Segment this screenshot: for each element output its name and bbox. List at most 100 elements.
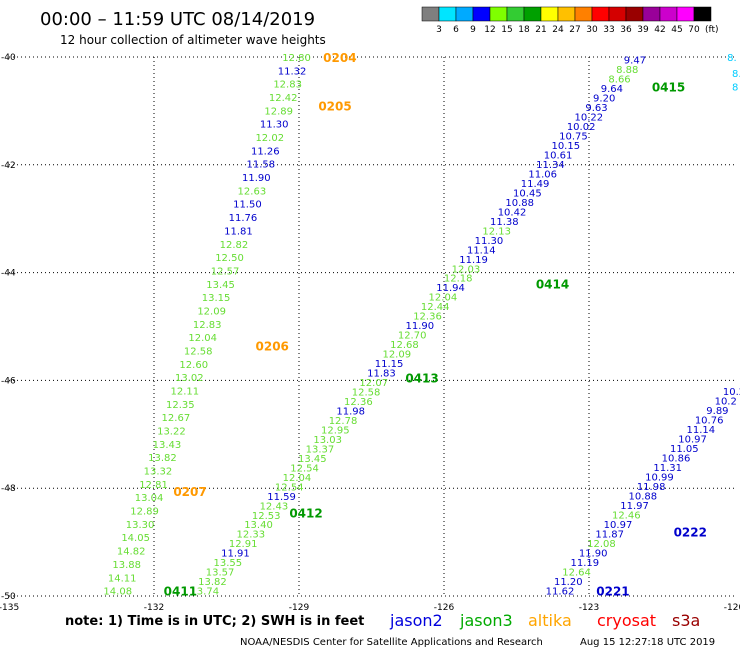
wave-height-value: 11.06	[528, 169, 557, 180]
wave-height-value: 10.97	[604, 520, 633, 531]
colorbar-swatch	[591, 6, 610, 22]
wave-height-value: 12.60	[179, 360, 208, 371]
wave-height-value: 12.33	[237, 530, 266, 541]
wave-height-value: 8.	[732, 69, 740, 80]
wave-height-value: 12.83	[273, 80, 302, 91]
colorbar-swatch	[455, 6, 474, 22]
wave-height-value: 11.19	[571, 558, 600, 569]
wave-height-value: 13.37	[306, 444, 335, 455]
wave-height-value: 12.18	[444, 274, 473, 285]
wave-height-value: 12.57	[211, 266, 240, 277]
colorbar-swatch	[608, 6, 627, 22]
lat-tick-label: -44	[1, 269, 16, 279]
wave-height-value: 12.89	[130, 507, 159, 518]
wave-height-value: 13.82	[148, 453, 177, 464]
wave-height-value: 13.55	[213, 558, 242, 569]
pass-time-label: 0412	[289, 506, 322, 520]
wave-height-value: 9.20	[593, 94, 615, 105]
wave-height-value: 12.81	[139, 480, 168, 491]
wave-height-value: 12.82	[220, 240, 249, 251]
colorbar-swatch	[472, 6, 491, 22]
figure-subtitle: 12 hour collection of altimeter wave hei…	[60, 33, 326, 47]
colorbar-tick-label: 21	[535, 25, 546, 35]
colorbar-swatch	[438, 6, 457, 22]
wave-height-value: 12.02	[255, 133, 284, 144]
colorbar-legend: 3 6 9 12 15 18 21 24 27 30 33 36 39 42 45 70	[421, 6, 712, 35]
colorbar-swatch	[523, 6, 542, 22]
wave-height-value: 11.91	[221, 549, 250, 560]
wave-height-value: 12.04	[188, 333, 217, 344]
wave-height-value: 11.20	[554, 577, 583, 588]
wave-height-value: 12.58	[352, 388, 381, 399]
wave-height-value: 12.53	[252, 511, 281, 522]
wave-height-value: 10.88	[629, 492, 658, 503]
wave-height-value: 12.95	[321, 425, 350, 436]
wave-height-value: 12.91	[229, 539, 258, 550]
wave-height-value: 11.98	[637, 482, 666, 493]
wave-height-value: 11.49	[521, 179, 550, 190]
colorbar-tick-label: 18	[518, 25, 530, 35]
wave-height-value: 11.50	[233, 200, 262, 211]
wave-height-value: 8.88	[616, 65, 638, 76]
footer-note: note: 1) Time is in UTC; 2) SWH is in fe…	[65, 614, 364, 629]
colorbar-swatch	[574, 6, 593, 22]
wave-height-value: 12.63	[238, 186, 267, 197]
colorbar-tick-label: 39	[637, 25, 649, 35]
wave-height-value: 11.31	[653, 463, 682, 474]
wave-height-value: 10.99	[645, 473, 674, 484]
wave-height-value: 9.63	[585, 103, 607, 114]
wave-height-value: 14.11	[108, 573, 137, 584]
wave-height-value: 13.57	[206, 568, 235, 579]
lon-tick-label: -123	[579, 603, 599, 613]
wave-height-value: 11.32	[278, 66, 307, 77]
legend-entry: altika	[528, 611, 572, 630]
wave-height-value: 9.64	[601, 84, 623, 95]
wave-height-value: 13.82	[198, 577, 227, 588]
wave-height-value: 11.98	[336, 406, 365, 417]
pass-time-label: 0415	[652, 81, 685, 95]
wave-height-value: 11.62	[546, 587, 575, 598]
colorbar-swatch	[693, 6, 712, 22]
wave-height-value: 12.07	[359, 378, 388, 389]
legend-entry: jason3	[459, 611, 513, 630]
wave-height-value: 13.32	[144, 467, 173, 478]
lat-tick-label: -46	[1, 376, 16, 386]
wave-height-value: 10.42	[498, 207, 527, 218]
wave-height-value: 10.2	[723, 387, 740, 398]
wave-height-value: 8.66	[608, 75, 630, 86]
figure-title: 00:00 – 11:59 UTC 08/14/2019	[40, 9, 315, 30]
wave-height-value: 12.78	[329, 416, 358, 427]
wave-height-value: 12.43	[260, 501, 289, 512]
wave-height-value: 14.82	[117, 547, 146, 558]
wave-height-value: 12.89	[264, 106, 293, 117]
wave-height-value: 11.19	[459, 255, 488, 266]
wave-height-value: 11.90	[242, 173, 271, 184]
lat-tick-label: -48	[1, 484, 16, 494]
colorbar-swatch	[557, 6, 576, 22]
wave-height-value: 12.04	[429, 293, 458, 304]
colorbar-swatch	[642, 6, 661, 22]
wave-height-value: 14.05	[121, 533, 150, 544]
wave-height-value: 10.76	[695, 416, 724, 427]
colorbar-tick-label: 36	[620, 25, 632, 35]
wave-height-value: 8	[732, 83, 738, 94]
wave-height-value: 12.68	[390, 340, 419, 351]
wave-height-value: 10.97	[678, 435, 707, 446]
colorbar-tick-label: 3	[436, 25, 442, 35]
pass-time-label: 0207	[173, 485, 206, 499]
pass-time-label: 0413	[405, 372, 438, 386]
wave-height-value: 11.14	[467, 245, 496, 256]
colorbar-swatch	[506, 6, 525, 22]
lat-tick-label: -40	[1, 53, 16, 63]
footer-credit: NOAA/NESDIS Center for Satellite Applica…	[240, 637, 543, 648]
wave-height-value: 8.	[727, 53, 737, 64]
wave-height-value: 10.61	[544, 151, 573, 162]
pass-time-label: 0414	[536, 277, 569, 291]
wave-height-value: 10.15	[551, 141, 580, 152]
pass-labels: 0204 0205 0206 0207 0415 0414 0413 0412 0411 0222…	[164, 51, 707, 599]
wave-height-value: 11.14	[687, 425, 716, 436]
wave-height-value: 12.13	[482, 226, 511, 237]
pass-time-label: 0206	[256, 339, 289, 353]
colorbar-unit: (ft)	[705, 25, 719, 35]
